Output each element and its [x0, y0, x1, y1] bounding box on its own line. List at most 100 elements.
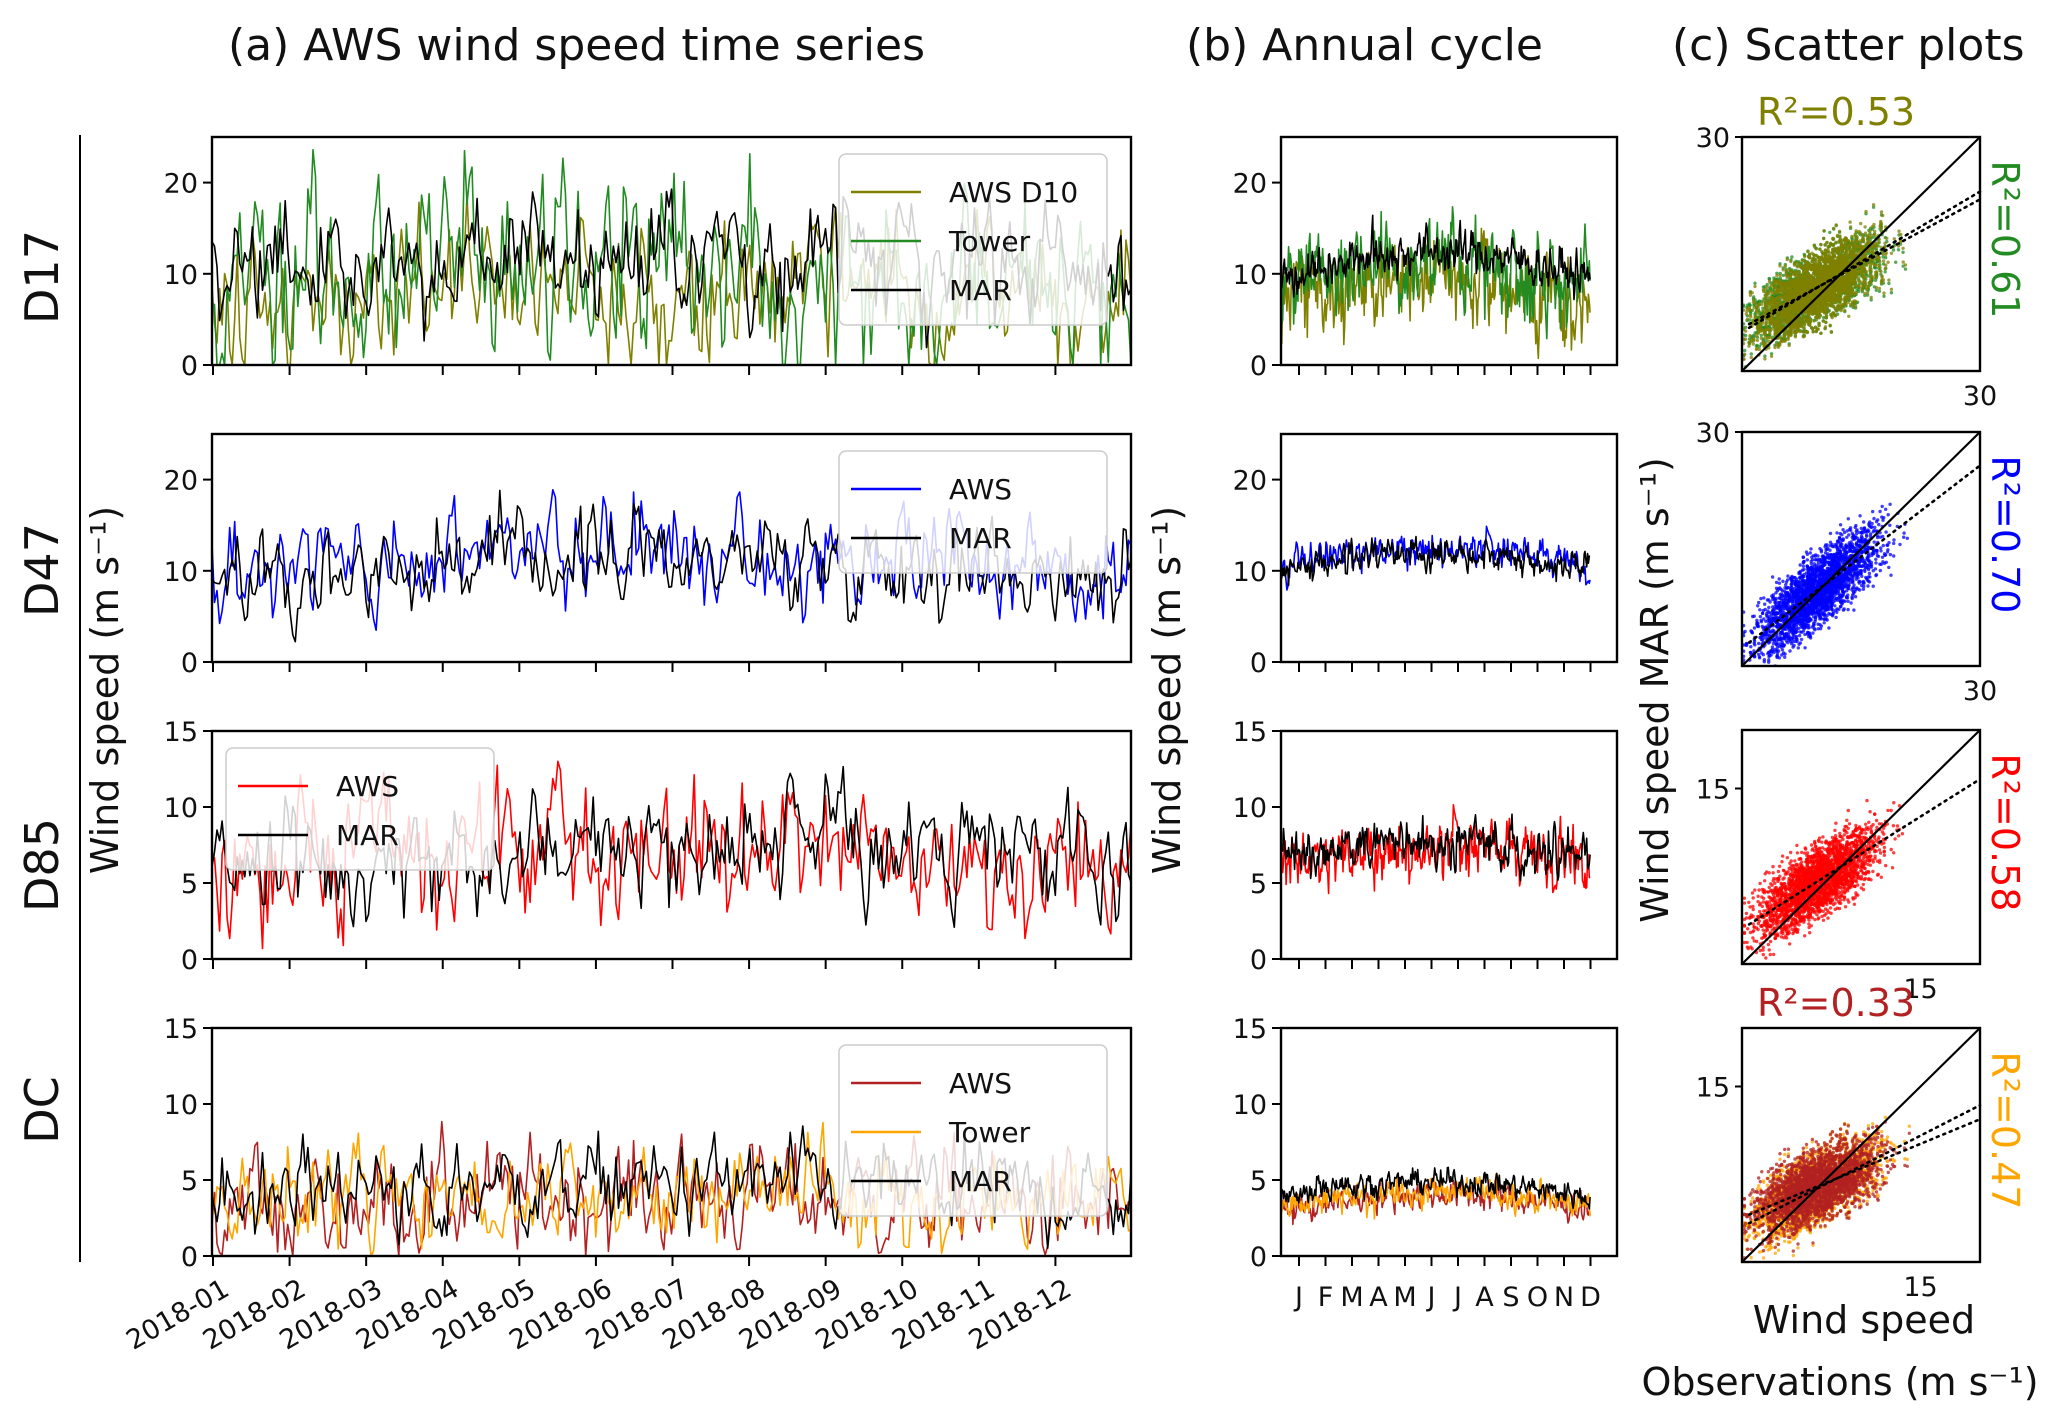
- a-d85-legend-label-0: AWS: [336, 770, 399, 803]
- c-d17-point-1-1939: [1852, 299, 1857, 303]
- c-d17-point-1-2053: [1832, 226, 1836, 231]
- c-d17-point-1-1: [1886, 260, 1890, 264]
- c-d17-point-0-1900: [1889, 291, 1894, 295]
- c-d17-point-1-452: [1877, 286, 1882, 291]
- c-d17-point-0-68: [1790, 255, 1794, 259]
- c-d17-point-1-1889: [1755, 326, 1760, 330]
- c-d17-point-1-1184: [1873, 229, 1877, 233]
- c-d17-point-1-1024: [1897, 229, 1901, 233]
- c-d17-point-1-2132: [1831, 292, 1836, 297]
- a-d17-ytick-label-1: 10: [164, 260, 198, 291]
- c-d17-point-1-1154: [1829, 241, 1833, 245]
- c-d17-point-1-1830: [1851, 239, 1855, 244]
- c-d17-point-1-1845: [1849, 293, 1854, 298]
- c-d17-point-1-1707: [1851, 244, 1856, 248]
- c-d17-point-1-1900: [1784, 294, 1788, 298]
- c-d17-point-1-1355: [1814, 315, 1818, 320]
- c-d17-point-1-1004: [1767, 346, 1771, 350]
- c-d17-point-1-2103: [1791, 310, 1796, 314]
- xlabel-c-line2: Observations (m s⁻¹): [1641, 1360, 2038, 1404]
- c-d17-point-1-2056: [1776, 295, 1781, 299]
- c-d17-point-1-373: [1822, 236, 1826, 241]
- c-d17-point-1-2028: [1843, 240, 1848, 244]
- c-d17-point-1-1882: [1768, 331, 1772, 336]
- c-d17-point-1-787: [1868, 229, 1872, 233]
- c-d17-point-1-619: [1869, 233, 1874, 238]
- c-d17-point-1-1759: [1812, 319, 1816, 323]
- c-d17-point-1-1807: [1756, 306, 1760, 310]
- c-d17-point-0-1136: [1881, 255, 1885, 259]
- c-d17-point-1-1075: [1857, 276, 1861, 280]
- a-dc-legend-label-0: AWS: [949, 1067, 1012, 1100]
- c-d17-point-0-1496: [1896, 248, 1901, 252]
- c-d17-point-1-506: [1868, 266, 1872, 270]
- c-d17-point-1-1644: [1889, 287, 1894, 291]
- c-d17-point-1-1991: [1752, 306, 1756, 310]
- b-dc-ytick-label-1: 5: [1250, 1166, 1267, 1197]
- c-d17-point-1-989: [1850, 234, 1854, 239]
- c-d17-point-1-421: [1874, 285, 1879, 290]
- c-d17-point-1-1881: [1870, 225, 1874, 229]
- c-d17-point-1-544: [1883, 267, 1887, 271]
- c-d17-point-1-1683: [1773, 345, 1777, 350]
- c-d17-point-0-2585: [1753, 281, 1757, 285]
- c-d17-point-1-1961: [1805, 330, 1810, 335]
- a-d17-ytick-label-2: 20: [164, 169, 198, 200]
- c-d17-point-0-453: [1767, 277, 1772, 281]
- b-dc-series-1: [1280, 1173, 1591, 1220]
- b-dc-ytick-label-0: 0: [1250, 1242, 1267, 1273]
- c-d17-point-1-939: [1751, 342, 1756, 346]
- c-d17-point-0-2339: [1891, 248, 1896, 252]
- b-month-label-3: A: [1369, 1282, 1388, 1313]
- c-d17-point-1-1489: [1847, 297, 1851, 301]
- c-d17-point-1-1527: [1829, 330, 1834, 334]
- xlabel-c-line1: Wind speed: [1753, 1298, 1975, 1342]
- c-d17-point-1-1403: [1853, 269, 1858, 273]
- c-d17-point-1-2128: [1835, 293, 1839, 297]
- c-d17-point-1-1887: [1764, 293, 1768, 297]
- a-d17-legend-label-1: Tower: [948, 225, 1031, 258]
- c-d17-point-1-900: [1861, 234, 1865, 238]
- a-d85-series-1: [211, 765, 1132, 928]
- c-d17-point-0-1864: [1764, 339, 1768, 343]
- c-d17-point-1-1775: [1766, 304, 1770, 308]
- b-d47-series-1: [1280, 535, 1591, 587]
- c-d17-point-1-824: [1811, 330, 1815, 334]
- c-d17-point-1-197: [1767, 280, 1772, 284]
- c-d17-point-1-2110: [1881, 278, 1886, 282]
- c-d17-point-1-1030: [1747, 340, 1752, 345]
- c-d17-point-1-1803: [1834, 240, 1838, 244]
- c-d17-point-1-1143: [1879, 219, 1883, 224]
- c-d17-point-1-1199: [1884, 263, 1888, 267]
- c-d17-point-1-589: [1885, 236, 1889, 240]
- c-d17-point-1-1020: [1819, 331, 1823, 335]
- c-d17-point-1-1952: [1877, 256, 1881, 260]
- c-d17-point-1-1485: [1877, 263, 1881, 268]
- c-d17-point-1-1662: [1761, 341, 1766, 346]
- a-d85-ytick-label-1: 5: [181, 869, 198, 900]
- c-d17-point-0-2475: [1765, 282, 1769, 287]
- c-d17-point-0-276: [1781, 273, 1786, 278]
- c-d17-point-1-2143: [1761, 309, 1765, 313]
- c-d17-point-1-1584: [1845, 293, 1850, 297]
- c-d17-point-1-1073: [1846, 290, 1850, 294]
- c-d17-point-1-1139: [1849, 302, 1853, 307]
- c-d17-point-1-1656: [1840, 248, 1845, 252]
- c-d17-point-1-1329: [1855, 235, 1859, 239]
- c-d17-point-1-1755: [1887, 278, 1891, 282]
- c-d17-point-1-1908: [1843, 295, 1847, 299]
- c-d17-point-1-1986: [1866, 285, 1871, 289]
- b-d85-ytick-label-2: 10: [1233, 793, 1267, 824]
- c-d17-point-1-1478: [1853, 232, 1857, 236]
- c-d17-point-1-616: [1802, 326, 1806, 331]
- c-d17-point-1-2005: [1806, 250, 1810, 254]
- b-month-label-2: M: [1340, 1282, 1363, 1313]
- c-d17-point-1-1454: [1882, 291, 1886, 295]
- c-d17-point-1-1078: [1863, 231, 1868, 235]
- a-d17-legend-label-2: MAR: [949, 274, 1012, 307]
- c-d17-points: [1742, 203, 1908, 369]
- c-d17-point-0-475: [1763, 354, 1767, 358]
- c-d17-point-1-722: [1743, 329, 1748, 333]
- c-d17-point-1-1322: [1756, 311, 1761, 316]
- b-month-label-1: F: [1318, 1282, 1334, 1313]
